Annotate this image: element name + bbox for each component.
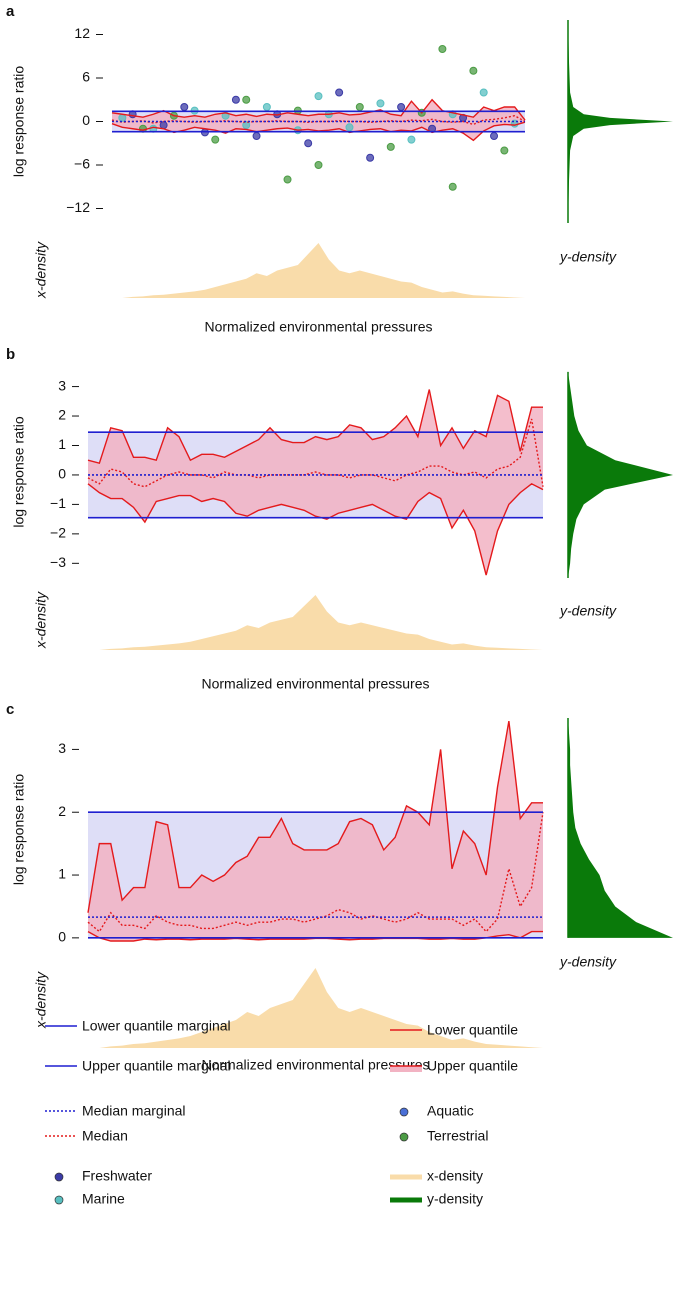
point xyxy=(180,103,189,111)
upper-quantile xyxy=(87,389,543,465)
legend-swatch xyxy=(399,1132,409,1142)
point xyxy=(159,121,168,130)
x-axis-label: Normalized environmental pressures xyxy=(202,676,430,692)
legend-swatch xyxy=(54,1195,64,1205)
point xyxy=(366,153,375,162)
point xyxy=(438,45,447,53)
y-density-label: y-density xyxy=(559,603,617,619)
y-density xyxy=(568,718,673,938)
x-axis-label: Normalized environmental pressures xyxy=(205,319,433,335)
y-tick-label: 12 xyxy=(74,25,90,41)
x-density xyxy=(88,595,543,650)
y-axis-label: log response ratio xyxy=(11,66,27,178)
legend-label: x-density xyxy=(427,1168,483,1184)
point xyxy=(314,161,323,169)
point xyxy=(355,103,364,111)
legend-label: Lower quantile xyxy=(427,1022,518,1038)
upper-quantile xyxy=(87,721,543,913)
y-density-label: y-density xyxy=(559,954,617,970)
panel-label: b xyxy=(6,346,15,363)
legend-label: Upper quantile xyxy=(427,1058,518,1074)
quantile-band xyxy=(88,389,543,576)
legend-swatch xyxy=(390,1197,422,1203)
x-density xyxy=(88,968,543,1048)
point xyxy=(314,92,323,101)
legend-label: Terrestrial xyxy=(427,1128,488,1144)
point xyxy=(252,132,261,140)
median xyxy=(87,812,544,933)
point xyxy=(304,139,313,148)
x-density-label: x-density xyxy=(33,241,49,299)
x-density-label: x-density xyxy=(33,971,49,1029)
panel-label: c xyxy=(6,701,14,718)
legend-swatch xyxy=(390,1174,422,1180)
point xyxy=(407,135,416,144)
legend-swatch xyxy=(54,1172,64,1182)
point xyxy=(448,182,457,191)
point xyxy=(469,66,478,75)
point xyxy=(242,121,251,130)
point xyxy=(118,113,127,122)
panel-label: a xyxy=(6,3,15,20)
y-axis-label: log response ratio xyxy=(11,416,27,528)
legend-label: Median marginal xyxy=(82,1103,186,1119)
y-tick-label: 2 xyxy=(58,407,66,423)
point xyxy=(335,88,344,97)
y-tick-label: 3 xyxy=(58,377,66,393)
quantile-band xyxy=(112,99,525,141)
legend-swatch xyxy=(399,1107,409,1117)
y-density xyxy=(568,20,673,223)
y-tick-label: 2 xyxy=(58,803,66,819)
upper-quantile xyxy=(111,98,526,121)
y-tick-label: −6 xyxy=(74,156,90,172)
legend-label: Median xyxy=(82,1128,128,1144)
legend-label: Freshwater xyxy=(82,1168,152,1184)
point xyxy=(242,95,251,104)
point xyxy=(262,103,271,111)
y-tick-label: −1 xyxy=(50,495,66,511)
quantile-band xyxy=(88,721,543,941)
legend-label: Upper quantile marginal xyxy=(82,1058,231,1074)
point xyxy=(376,99,385,108)
y-tick-label: 6 xyxy=(82,69,90,85)
y-tick-label: −12 xyxy=(66,199,90,215)
legend-label: Aquatic xyxy=(427,1103,474,1119)
legend-swatch-band xyxy=(390,1066,422,1072)
point xyxy=(500,146,509,155)
y-tick-label: −2 xyxy=(50,525,66,541)
y-tick-label: 1 xyxy=(58,436,66,452)
point xyxy=(211,135,220,144)
y-tick-label: 0 xyxy=(58,466,66,482)
y-density xyxy=(568,371,673,579)
x-density-label: x-density xyxy=(33,591,49,649)
y-axis-label: log response ratio xyxy=(11,774,27,886)
point xyxy=(231,95,240,104)
point xyxy=(345,123,354,132)
y-tick-label: 0 xyxy=(58,929,66,945)
legend-label: Marine xyxy=(82,1191,125,1207)
y-density-label: y-density xyxy=(559,249,617,265)
y-tick-label: 0 xyxy=(82,112,90,128)
point xyxy=(386,142,395,151)
point xyxy=(490,132,499,140)
legend-label: y-density xyxy=(427,1191,483,1207)
point xyxy=(479,88,488,97)
x-density xyxy=(112,243,525,298)
x-axis-label: Normalized environmental pressures xyxy=(202,1057,430,1073)
y-tick-label: 3 xyxy=(58,740,66,756)
legend-label: Lower quantile marginal xyxy=(82,1018,231,1034)
y-tick-label: 1 xyxy=(58,866,66,882)
y-tick-label: −3 xyxy=(50,554,66,570)
median xyxy=(87,418,544,488)
point xyxy=(283,175,292,184)
point xyxy=(397,103,406,111)
